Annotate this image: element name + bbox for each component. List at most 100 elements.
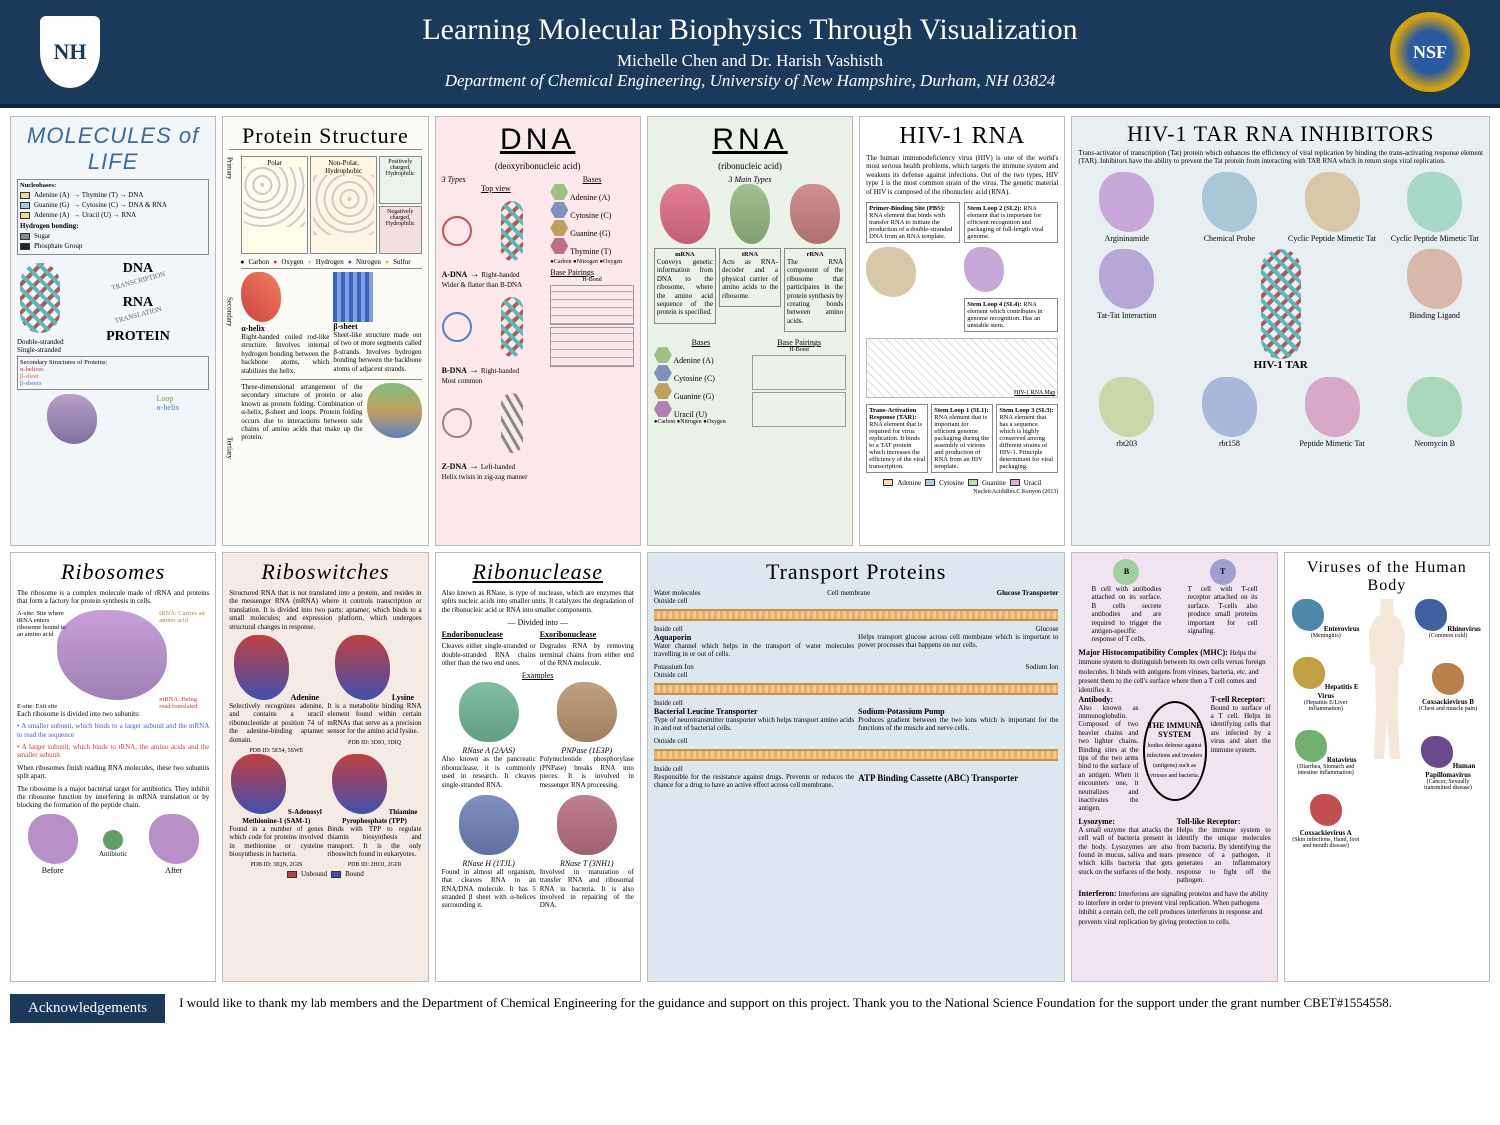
- before: Before: [28, 866, 78, 875]
- outside-1: Outside cell: [654, 597, 1059, 605]
- mrna: mRNA: Being read/translated: [159, 696, 209, 710]
- subunits: Each ribosome is divided into two subuni…: [17, 710, 209, 718]
- leucine-desc: Type of neurotransmitter transporter whi…: [654, 716, 854, 733]
- ribosome-icon: [57, 610, 167, 700]
- base-g: Guanine (G): [674, 392, 714, 401]
- esite: E-site: Exit site: [17, 703, 57, 710]
- panel-tar-inhibitors: HIV-1 TAR RNA INHIBITORS Trans-activator…: [1071, 116, 1490, 546]
- inhib-icon: [1305, 172, 1360, 232]
- map-label: HIV-1 RNA Map: [1014, 390, 1055, 396]
- napump-desc: Produces gradient between the two ions w…: [858, 716, 1058, 733]
- virus-5-icon: [1310, 794, 1342, 826]
- inhib-icon: [1099, 249, 1154, 309]
- arrow: →: [469, 365, 479, 376]
- pos-label: Positively charged, Hydrophilic: [382, 159, 419, 177]
- sw-lysine-pdb: PDB ID: 3DIO, 3DIQ: [327, 740, 421, 746]
- tpp-icon: [332, 754, 387, 814]
- virus-3-icon: [1432, 663, 1464, 695]
- inhib-10: Binding Ligand: [1386, 311, 1483, 320]
- poster-footer: Acknowledgements I would like to thank m…: [0, 988, 1500, 1029]
- hbond: H-Bond: [550, 277, 634, 283]
- panel-title: Viruses of the Human Body: [1291, 559, 1483, 595]
- nsf-badge-icon: NSF: [1390, 12, 1470, 92]
- poster-authors: Michelle Chen and Dr. Harish Vashisth: [120, 51, 1380, 71]
- panel-grid: MOLECULES of LIFE Nucleobases: Adenine (…: [0, 108, 1500, 988]
- outside-3: Outside cell: [654, 737, 1059, 745]
- base-c: Cytosine (C): [570, 211, 611, 220]
- inhib-icon: [1202, 172, 1257, 232]
- exo-desc: Degrades RNA by removing terminal chains…: [540, 642, 634, 667]
- ack-text: I would like to thank my lab members and…: [179, 994, 1490, 1012]
- phosphate-label: Phosphate Group: [34, 242, 82, 250]
- tcr-title: T-cell Receptor:: [1211, 695, 1266, 704]
- ds-label: Double-stranded: [17, 338, 64, 346]
- membrane-2: [654, 683, 1059, 695]
- base-u: Uracil (U): [674, 410, 707, 419]
- pairings-label: Base Pairings: [752, 338, 846, 347]
- panel-riboswitches: Riboswitches Structured RNA that is not …: [222, 552, 428, 982]
- panel-desc: The ribosome is a complex molecule made …: [17, 589, 209, 606]
- rrna-desc: The RNA component of the ribosome that p…: [787, 258, 843, 325]
- tar-title: Trans-Activation Response (TAR):: [869, 407, 916, 421]
- base-a: Adenine (A): [570, 193, 610, 202]
- secondary-label: Secondary: [225, 297, 233, 327]
- mhc-title: Major Histocompatibility Complex (MHC):: [1078, 648, 1227, 657]
- tertiary-desc: Three-dimensional arrangement of the sec…: [241, 383, 362, 442]
- pbs-title: Primer-Binding Site (PBS):: [869, 205, 945, 212]
- enz-0: RNase A (2AAS): [442, 746, 536, 755]
- nonpolar-label: Non-Polar, Hydrophobic: [313, 159, 374, 175]
- panel-molecules-of-life: MOLECULES of LIFE Nucleobases: Adenine (…: [10, 116, 216, 546]
- antibiotic-desc: The ribosome is a major bacterial target…: [17, 785, 209, 810]
- inhib-icon: [1202, 377, 1257, 437]
- sec-struct-box: Secondary Structures of Proteins: α-heli…: [17, 356, 209, 390]
- glucose: Glucose: [1035, 625, 1058, 633]
- inhib-icon: [1305, 377, 1360, 437]
- dna-helix-icon: [20, 263, 60, 333]
- arrow: →: [469, 269, 479, 280]
- sec-struct-label: Secondary Structures of Proteins:: [20, 359, 206, 366]
- b-dna: B-DNA: [442, 366, 467, 375]
- pairing-2: [752, 392, 846, 427]
- sw-sam-desc: Found in a number of genes which code fo…: [229, 825, 323, 859]
- large-sub: A larger subunit, which binds to tRNA, t…: [17, 743, 209, 759]
- rnase-t-icon: [557, 795, 617, 855]
- panel-transport-proteins: Transport Proteins Water moleculesCell m…: [647, 552, 1066, 982]
- aquaporin: Aquaporin: [654, 633, 691, 642]
- abc: ATP Binding Cassette (ABC) Transporter: [858, 773, 1018, 783]
- sl3-title: Stem Loop 3 (SL3):: [999, 407, 1053, 414]
- sl3-desc: RNA element that has a sequence which is…: [999, 414, 1053, 470]
- antibiotic-icon: [103, 830, 123, 850]
- virus-3-note: (Chest and muscle pain): [1413, 706, 1483, 712]
- endo-title: Endoribonuclease: [442, 630, 536, 639]
- base-g-note: → Cytosine (C) → DNA & RNA: [73, 201, 167, 209]
- base-t: Thymine (T): [570, 247, 611, 256]
- tlr-desc: Helps the immune system to identify the …: [1177, 826, 1271, 885]
- inside-1: Inside cell: [654, 625, 683, 633]
- carbon: Carbon: [248, 258, 269, 266]
- bases-label: Bases: [654, 338, 748, 347]
- pairings-label: Base Pairings: [550, 268, 634, 277]
- rnase-a-icon: [459, 682, 519, 742]
- leg-a: Adenine: [897, 479, 921, 487]
- inhib-icon: [1407, 249, 1462, 309]
- leg-c: Cytosine: [939, 479, 964, 487]
- panel-dna: DNA (deoxyribonucleic acid) 3 Types Top …: [435, 116, 641, 546]
- poster-title: Learning Molecular Biophysics Through Vi…: [120, 13, 1380, 47]
- inhib-icon: [1099, 172, 1154, 232]
- divided: Divided into: [518, 618, 558, 627]
- panel-title: HIV-1 TAR RNA INHIBITORS: [1078, 123, 1483, 145]
- lys-desc: A small enzyme that attacks the cell wal…: [1078, 826, 1172, 876]
- panel-title: Protein Structure: [229, 123, 421, 150]
- topview-label: Top view: [442, 184, 551, 193]
- glucose-desc: Helps transport glucose across cell memb…: [858, 633, 1058, 659]
- sl1-desc: RNA element that is important for effici…: [934, 414, 989, 470]
- bsheet-label: β-sheet: [20, 373, 206, 380]
- panel-viruses: Viruses of the Human Body Enterovirus(Me…: [1284, 552, 1490, 982]
- adenine-icon: [234, 635, 289, 700]
- neg-label: Negatively charged, Hydrophilic: [382, 209, 419, 227]
- base-a: Adenine (A): [34, 191, 69, 199]
- inhib-2: Tat-Tat Interaction: [1078, 311, 1175, 320]
- outside-2: Outside cell: [654, 671, 1059, 679]
- ring-desc: bodies defense against infections and in…: [1147, 743, 1203, 780]
- virus-0-note: (Meningitis): [1291, 633, 1361, 639]
